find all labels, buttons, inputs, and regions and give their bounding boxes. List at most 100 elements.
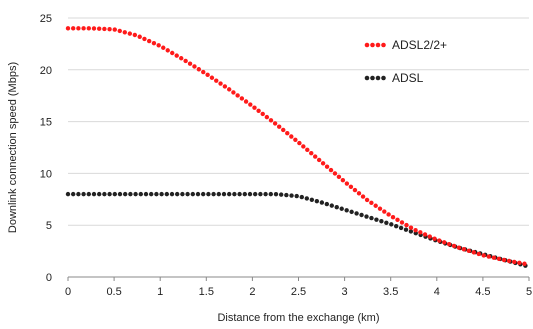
data-point bbox=[196, 67, 202, 72]
y-tick-label: 5 bbox=[46, 220, 52, 232]
data-point bbox=[352, 187, 358, 193]
x-tick-label: 0.5 bbox=[106, 286, 121, 298]
x-tick-label: 4 bbox=[434, 286, 440, 298]
data-point bbox=[146, 38, 152, 44]
data-point bbox=[398, 225, 404, 231]
data-point bbox=[278, 192, 284, 197]
data-point bbox=[285, 131, 290, 136]
data-point bbox=[369, 215, 374, 221]
data-point bbox=[138, 191, 143, 197]
data-point bbox=[522, 261, 527, 266]
data-point bbox=[336, 174, 342, 180]
data-point bbox=[214, 78, 219, 83]
data-point bbox=[273, 191, 279, 197]
data-point bbox=[456, 245, 462, 250]
x-tick-label: 4.5 bbox=[475, 286, 490, 298]
data-point bbox=[309, 197, 315, 202]
data-point bbox=[512, 259, 517, 265]
data-point bbox=[442, 240, 447, 245]
data-point bbox=[107, 191, 112, 197]
data-point bbox=[476, 251, 481, 257]
data-point bbox=[211, 191, 216, 197]
data-point bbox=[260, 111, 265, 117]
data-point bbox=[112, 27, 117, 32]
data-point bbox=[359, 212, 364, 218]
data-point bbox=[216, 191, 221, 197]
data-point bbox=[81, 26, 86, 31]
data-point bbox=[76, 191, 81, 197]
data-point bbox=[169, 191, 175, 197]
data-point bbox=[340, 178, 346, 183]
data-point bbox=[413, 227, 418, 233]
data-point bbox=[237, 191, 242, 197]
data-point bbox=[195, 191, 201, 197]
data-point bbox=[122, 30, 127, 35]
y-tick-label: 15 bbox=[40, 117, 52, 129]
data-point bbox=[201, 191, 206, 197]
x-tick-label: 2.5 bbox=[291, 286, 306, 298]
x-tick-label: 1 bbox=[157, 286, 163, 298]
data-point bbox=[232, 191, 237, 197]
data-point bbox=[76, 26, 81, 31]
legend-label: ADSL bbox=[392, 71, 424, 85]
data-point bbox=[102, 26, 107, 32]
data-point bbox=[319, 200, 325, 205]
data-point bbox=[201, 69, 206, 75]
data-point bbox=[432, 236, 437, 241]
data-point bbox=[185, 191, 190, 197]
data-point bbox=[170, 50, 175, 56]
data-point bbox=[384, 220, 389, 225]
y-axis-title: Downlink connection speed (Mbps) bbox=[7, 62, 19, 233]
data-point bbox=[117, 28, 122, 34]
data-point bbox=[156, 43, 161, 48]
data-point bbox=[304, 196, 310, 201]
data-point bbox=[313, 154, 318, 159]
data-point bbox=[284, 192, 289, 198]
data-point bbox=[466, 248, 472, 254]
data-point bbox=[501, 257, 507, 263]
data-point bbox=[382, 209, 387, 214]
data-point bbox=[96, 26, 102, 31]
data-point bbox=[175, 191, 180, 197]
data-point bbox=[408, 225, 414, 230]
y-tick-label: 10 bbox=[40, 168, 52, 180]
data-point bbox=[395, 217, 400, 223]
data-point bbox=[102, 191, 107, 197]
data-point bbox=[71, 26, 76, 31]
data-point bbox=[344, 181, 350, 186]
data-point bbox=[276, 124, 282, 129]
data-point bbox=[258, 191, 263, 197]
data-point bbox=[227, 191, 232, 197]
y-tick-label: 20 bbox=[40, 65, 52, 77]
data-point bbox=[506, 258, 512, 264]
data-point bbox=[320, 161, 326, 166]
x-tick-label: 3.5 bbox=[383, 286, 398, 298]
data-point bbox=[151, 40, 157, 46]
data-point bbox=[221, 191, 227, 197]
data-point bbox=[301, 144, 306, 149]
data-point bbox=[394, 223, 399, 229]
legend-marker bbox=[370, 75, 375, 81]
data-point bbox=[427, 234, 432, 239]
data-point bbox=[86, 191, 92, 197]
data-point bbox=[165, 48, 170, 53]
data-point bbox=[314, 198, 320, 204]
data-point bbox=[332, 171, 338, 176]
y-tick-label: 0 bbox=[46, 272, 52, 284]
data-point bbox=[248, 102, 253, 107]
data-point bbox=[446, 241, 452, 247]
data-point bbox=[486, 254, 492, 259]
data-point bbox=[192, 64, 197, 69]
legend-marker bbox=[381, 42, 386, 48]
data-point bbox=[91, 191, 97, 197]
data-point bbox=[289, 134, 294, 139]
data-point bbox=[422, 232, 428, 237]
data-point bbox=[329, 203, 334, 208]
legend-marker bbox=[364, 75, 370, 81]
data-point bbox=[159, 191, 164, 197]
legend-marker bbox=[375, 42, 381, 48]
data-point bbox=[209, 75, 215, 80]
data-point bbox=[299, 194, 304, 200]
data-point bbox=[294, 193, 299, 199]
data-point bbox=[334, 204, 339, 210]
